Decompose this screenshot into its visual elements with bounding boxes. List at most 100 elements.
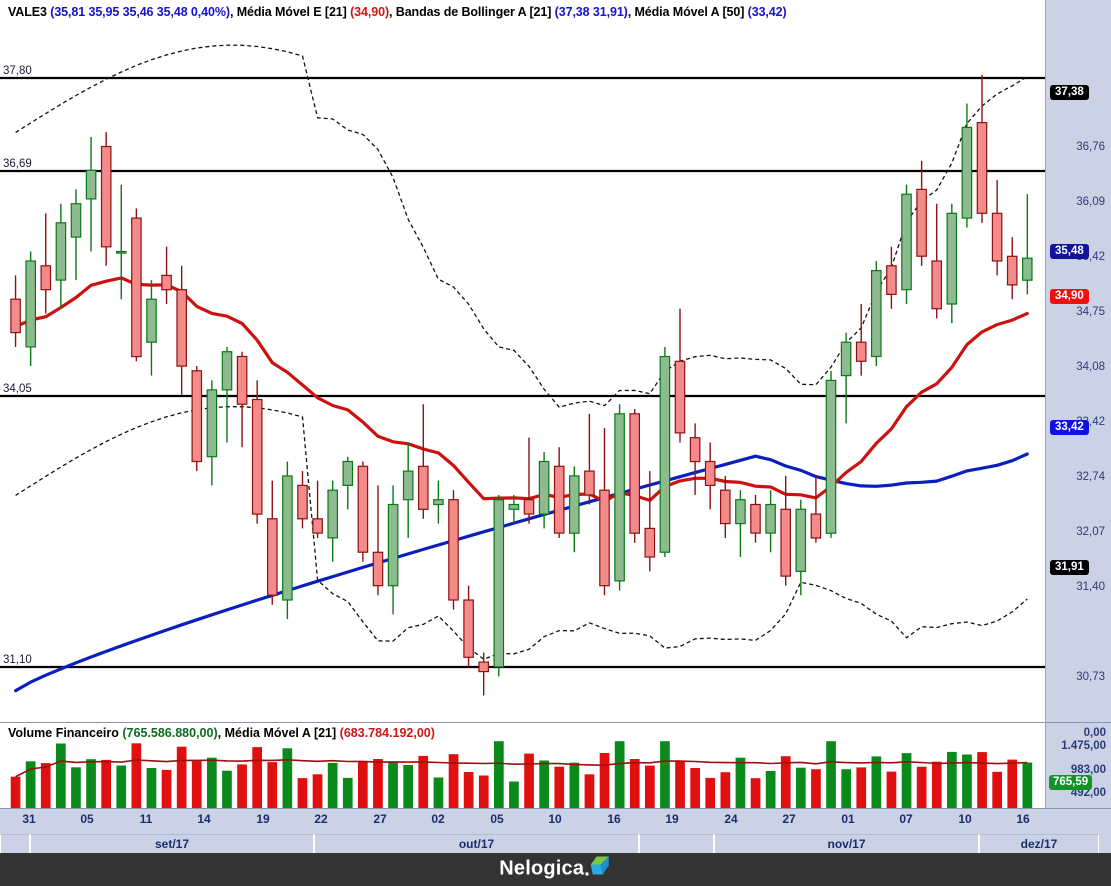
volume-bar[interactable] xyxy=(282,748,293,808)
volume-bar[interactable] xyxy=(101,759,111,808)
volume-bar[interactable] xyxy=(856,767,867,808)
candlestick[interactable] xyxy=(689,423,701,495)
candlestick[interactable] xyxy=(478,652,489,696)
volume-bar[interactable] xyxy=(645,765,655,808)
candlestick[interactable] xyxy=(387,485,399,615)
candlestick[interactable] xyxy=(1006,237,1018,300)
candlestick[interactable] xyxy=(644,471,656,572)
candlestick[interactable] xyxy=(765,490,776,553)
volume-bar[interactable] xyxy=(40,763,51,808)
candlestick[interactable] xyxy=(946,203,958,324)
candlestick[interactable] xyxy=(327,480,338,562)
volume-bar[interactable] xyxy=(237,764,247,808)
volume-scale-value-badge[interactable]: 765,59 xyxy=(1049,775,1093,790)
candlestick[interactable] xyxy=(750,494,761,543)
volume-bar[interactable] xyxy=(675,761,685,809)
candlestick[interactable] xyxy=(780,475,791,586)
volume-bar[interactable] xyxy=(56,743,66,809)
volume-bar[interactable] xyxy=(494,741,504,808)
volume-bar[interactable] xyxy=(811,769,821,808)
candlestick[interactable] xyxy=(599,428,610,596)
volume-bar[interactable] xyxy=(871,756,882,808)
date-axis-month-box[interactable]: nov/17 xyxy=(714,834,979,853)
volume-bar[interactable] xyxy=(947,751,957,808)
candlestick[interactable] xyxy=(931,203,942,319)
legend-bollinger-label[interactable]: Bandas de Bollinger A [21] xyxy=(395,5,552,19)
price-scale-value-badge[interactable]: 31,91 xyxy=(1050,560,1089,575)
candlestick[interactable] xyxy=(916,160,927,266)
candlestick[interactable] xyxy=(267,480,278,605)
candlestick[interactable] xyxy=(161,246,172,304)
candlestick[interactable] xyxy=(870,261,882,367)
volume-bar[interactable] xyxy=(25,761,36,808)
candlestick[interactable] xyxy=(886,246,897,309)
volume-bar[interactable] xyxy=(599,753,610,808)
candlestick[interactable] xyxy=(206,380,218,486)
volume-ma-label[interactable]: Média Móvel A [21] xyxy=(224,726,337,740)
volume-bar[interactable] xyxy=(207,757,217,808)
volume-bar[interactable] xyxy=(146,768,157,808)
candlestick[interactable] xyxy=(614,404,625,591)
candlestick[interactable] xyxy=(146,280,157,376)
candlestick[interactable] xyxy=(312,480,323,538)
volume-bar[interactable] xyxy=(116,765,127,809)
volume-bar[interactable] xyxy=(176,746,187,808)
candlestick[interactable] xyxy=(674,308,686,443)
volume-bar[interactable] xyxy=(977,752,987,808)
date-axis-month-box[interactable]: out/17 xyxy=(314,834,639,853)
volume-chart-legend[interactable]: Volume Financeiro (765.586.880,00), Médi… xyxy=(8,726,435,740)
volume-chart-canvas[interactable] xyxy=(0,723,1045,808)
volume-bar[interactable] xyxy=(931,761,942,808)
candlestick[interactable] xyxy=(85,136,97,252)
volume-bar[interactable] xyxy=(992,771,1002,808)
date-axis[interactable]: 31 05 11 14 19 22 27 02 05 10 16 19 24 27 01 07 10 16 set… xyxy=(0,808,1111,853)
volume-scale-axis[interactable]: 0,00 1.475,00 983,00 492,00 765,59 xyxy=(1045,722,1111,808)
candlestick[interactable] xyxy=(991,179,1003,276)
volume-bar[interactable] xyxy=(796,767,806,808)
volume-bar[interactable] xyxy=(267,762,278,808)
price-scale-value-badge[interactable]: 33,42 xyxy=(1050,420,1089,435)
date-axis-month-box[interactable]: set/17 xyxy=(30,834,314,853)
price-scale-value-badge[interactable]: 35,48 xyxy=(1050,244,1089,259)
volume-bar[interactable] xyxy=(478,775,489,809)
volume-bar[interactable] xyxy=(962,754,972,809)
candlestick[interactable] xyxy=(629,409,640,543)
candlestick[interactable] xyxy=(25,251,36,367)
volume-bar[interactable] xyxy=(312,774,323,808)
volume-bar[interactable] xyxy=(886,771,897,808)
candlestick[interactable] xyxy=(100,132,112,266)
candlestick[interactable] xyxy=(70,189,82,281)
candlestick[interactable] xyxy=(1021,194,1033,295)
candlestick[interactable] xyxy=(463,585,474,667)
candlestick[interactable] xyxy=(282,461,293,620)
volume-bar[interactable] xyxy=(916,766,927,808)
volume-bar[interactable] xyxy=(750,778,761,808)
candlestick[interactable] xyxy=(10,275,21,347)
volume-bar[interactable] xyxy=(418,755,429,808)
candlestick[interactable] xyxy=(40,213,52,314)
volume-bar[interactable] xyxy=(388,761,398,808)
candlestick[interactable] xyxy=(372,485,384,596)
candlestick[interactable] xyxy=(568,466,580,553)
volume-chart-pane[interactable]: Volume Financeiro (765.586.880,00), Médi… xyxy=(0,722,1045,808)
volume-bar[interactable] xyxy=(509,781,519,809)
price-chart-pane[interactable]: 37,80 36,69 34,05 31,10 xyxy=(0,22,1045,722)
legend-ema-label[interactable]: Média Móvel E [21] xyxy=(236,5,347,19)
volume-bar[interactable] xyxy=(448,754,459,808)
candlestick[interactable] xyxy=(131,208,142,362)
volume-bar[interactable] xyxy=(86,759,96,808)
price-chart-legend[interactable]: VALE3 (35,81 35,95 35,46 35,48 0,40%), M… xyxy=(0,0,1045,22)
candlestick[interactable] xyxy=(251,380,263,524)
candlestick[interactable] xyxy=(795,499,807,596)
volume-bar[interactable] xyxy=(524,753,534,808)
volume-bar[interactable] xyxy=(342,777,353,808)
volume-bar[interactable] xyxy=(327,762,338,808)
volume-bar[interactable] xyxy=(720,772,731,808)
legend-symbol[interactable]: VALE3 xyxy=(8,5,47,19)
volume-bar[interactable] xyxy=(10,776,21,808)
volume-bar[interactable] xyxy=(358,761,368,808)
volume-bar[interactable] xyxy=(1007,759,1018,808)
volume-bar[interactable] xyxy=(614,741,625,808)
candlestick[interactable] xyxy=(538,452,550,529)
candlestick[interactable] xyxy=(901,184,912,304)
